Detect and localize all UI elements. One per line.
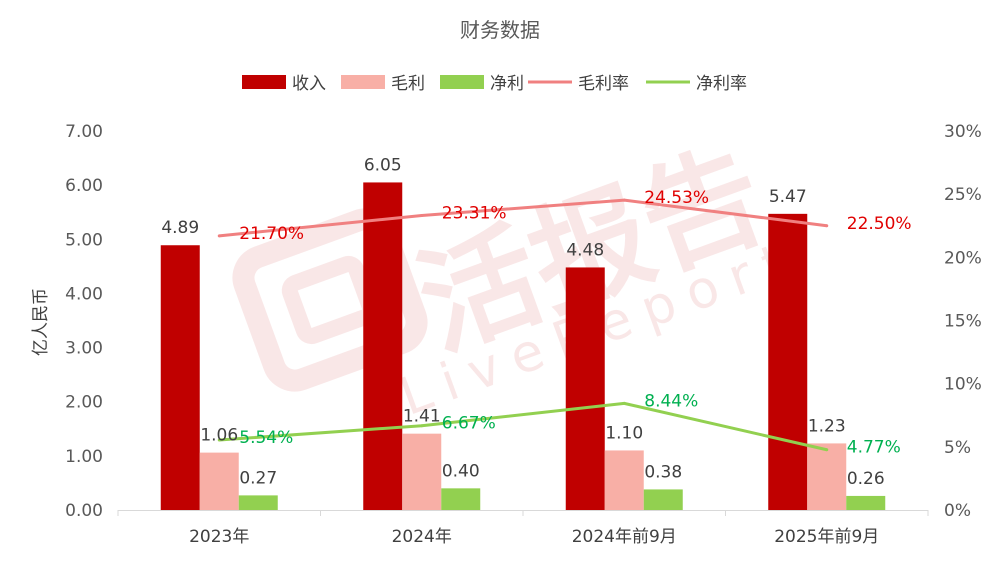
x-category-label: 2024年前9月 <box>572 527 677 547</box>
bar-data-label: 1.41 <box>403 407 441 427</box>
line-data-label-gross-margin: 21.70% <box>239 224 304 244</box>
x-category-label: 2024年 <box>392 527 452 547</box>
y-tick-label: 4.00 <box>65 284 103 304</box>
x-category-label: 2025年前9月 <box>774 527 879 547</box>
y2-tick-label: 5% <box>944 438 971 458</box>
bar-data-label: 4.48 <box>566 240 604 260</box>
y-tick-label: 7.00 <box>65 122 103 142</box>
line-point-gross-margin <box>420 214 424 218</box>
bar-data-label: 0.40 <box>442 461 480 481</box>
bar-data-label: 1.10 <box>605 423 643 443</box>
bar-gross-profit <box>807 443 847 510</box>
line-data-label-gross-margin: 22.50% <box>847 214 912 234</box>
y-tick-label: 3.00 <box>65 339 103 359</box>
line-data-label-net-margin: 8.44% <box>644 391 698 411</box>
legend-label-gross-profit: 毛利 <box>391 74 425 94</box>
bar-data-label: 5.47 <box>769 187 807 207</box>
bar-data-label: 0.26 <box>847 469 885 489</box>
bar-data-label: 0.38 <box>644 462 682 482</box>
bar-data-label: 6.05 <box>364 155 402 175</box>
y-tick-label: 0.00 <box>65 501 103 521</box>
y-axis-title: 亿人民币 <box>31 288 51 356</box>
y2-tick-label: 15% <box>944 312 982 332</box>
line-point-gross-margin <box>825 224 829 228</box>
line-point-gross-margin <box>217 234 221 238</box>
line-data-label-gross-margin: 23.31% <box>442 204 507 224</box>
y-tick-label: 5.00 <box>65 230 103 250</box>
bar-revenue <box>565 267 605 510</box>
legend: 收入 毛利 净利 毛利率 净利率 <box>242 74 747 94</box>
bar-data-label: 1.23 <box>808 416 846 436</box>
bar-revenue <box>768 213 808 511</box>
line-gross-margin <box>219 198 827 238</box>
bar-net-profit <box>643 489 683 510</box>
legend-label-gross-margin: 毛利率 <box>578 74 629 94</box>
line-point-net-margin <box>825 448 829 452</box>
y-tick-label: 6.00 <box>65 176 103 196</box>
y-tick-label: 2.00 <box>65 393 103 413</box>
line-point-net-margin <box>217 438 221 442</box>
watermark-logo: 活报告 LiveReport <box>232 124 806 428</box>
y2-tick-label: 0% <box>944 501 971 521</box>
bar-data-label: 0.27 <box>239 468 277 488</box>
y2-tick-label: 20% <box>944 248 982 268</box>
y2-tick-label: 25% <box>944 185 982 205</box>
line-data-label-gross-margin: 24.53% <box>644 188 709 208</box>
line-data-label-net-margin: 6.67% <box>442 414 496 434</box>
line-point-gross-margin <box>622 198 626 202</box>
bar-data-label: 1.06 <box>200 426 238 446</box>
line-net-margin <box>219 401 828 452</box>
legend-swatch-gross-profit <box>341 75 385 89</box>
line-point-net-margin <box>622 401 626 405</box>
chart-title: 财务数据 <box>460 18 540 42</box>
bar-gross-profit <box>199 452 239 510</box>
bar-revenue <box>363 182 403 510</box>
y2-tick-label: 30% <box>944 122 982 142</box>
line-data-label-net-margin: 5.54% <box>239 428 293 448</box>
line-data-label-net-margin: 4.77% <box>847 438 901 458</box>
legend-label-net-profit: 净利 <box>490 74 524 94</box>
y-tick-label: 1.00 <box>65 447 103 467</box>
bar-data-label: 4.89 <box>161 218 199 238</box>
bar-gross-profit <box>604 450 644 510</box>
legend-label-revenue: 收入 <box>292 74 326 94</box>
bar-net-profit <box>846 495 886 510</box>
line-point-net-margin <box>420 424 424 428</box>
bar-net-profit <box>238 495 278 510</box>
bar-net-profit <box>441 488 481 510</box>
bar-gross-profit <box>402 433 442 510</box>
legend-label-net-margin: 净利率 <box>696 74 747 94</box>
legend-swatch-revenue <box>242 75 286 89</box>
legend-swatch-net-profit <box>440 75 484 89</box>
x-category-label: 2023年 <box>189 527 249 547</box>
bar-revenue <box>160 245 200 510</box>
y2-tick-label: 10% <box>944 375 982 395</box>
